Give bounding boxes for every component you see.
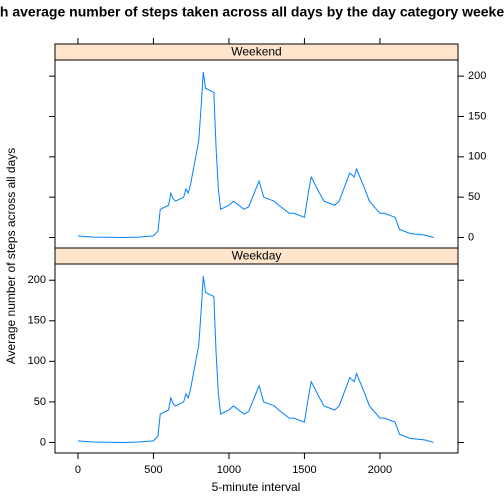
x-tick-label: 2000 — [368, 464, 392, 476]
y-tick-label: 50 — [468, 191, 480, 203]
x-tick-label: 500 — [144, 464, 162, 476]
y-tick-label: 100 — [28, 355, 46, 367]
y-axis-label: Average number of steps across all days — [4, 148, 18, 365]
x-tick-label: 1500 — [292, 464, 316, 476]
y-tick-label: 150 — [28, 315, 46, 327]
chart-title: h average number of steps taken across a… — [0, 4, 504, 20]
x-tick-label: 1000 — [217, 464, 241, 476]
x-tick-label: 0 — [75, 464, 81, 476]
panel — [54, 263, 459, 454]
y-tick-label: 100 — [468, 151, 486, 163]
data-line — [77, 72, 434, 239]
strip-label: Weekend — [231, 45, 281, 59]
strip-label: Weekday — [232, 249, 282, 263]
y-tick-label: 0 — [40, 436, 46, 448]
y-tick-label: 0 — [468, 231, 474, 243]
y-tick-label: 50 — [34, 396, 46, 408]
y-tick-label: 200 — [468, 70, 486, 82]
y-tick-label: 200 — [28, 274, 46, 286]
y-tick-label: 150 — [468, 110, 486, 122]
data-line — [77, 276, 434, 443]
x-axis-label: 5-minute interval — [212, 480, 301, 494]
